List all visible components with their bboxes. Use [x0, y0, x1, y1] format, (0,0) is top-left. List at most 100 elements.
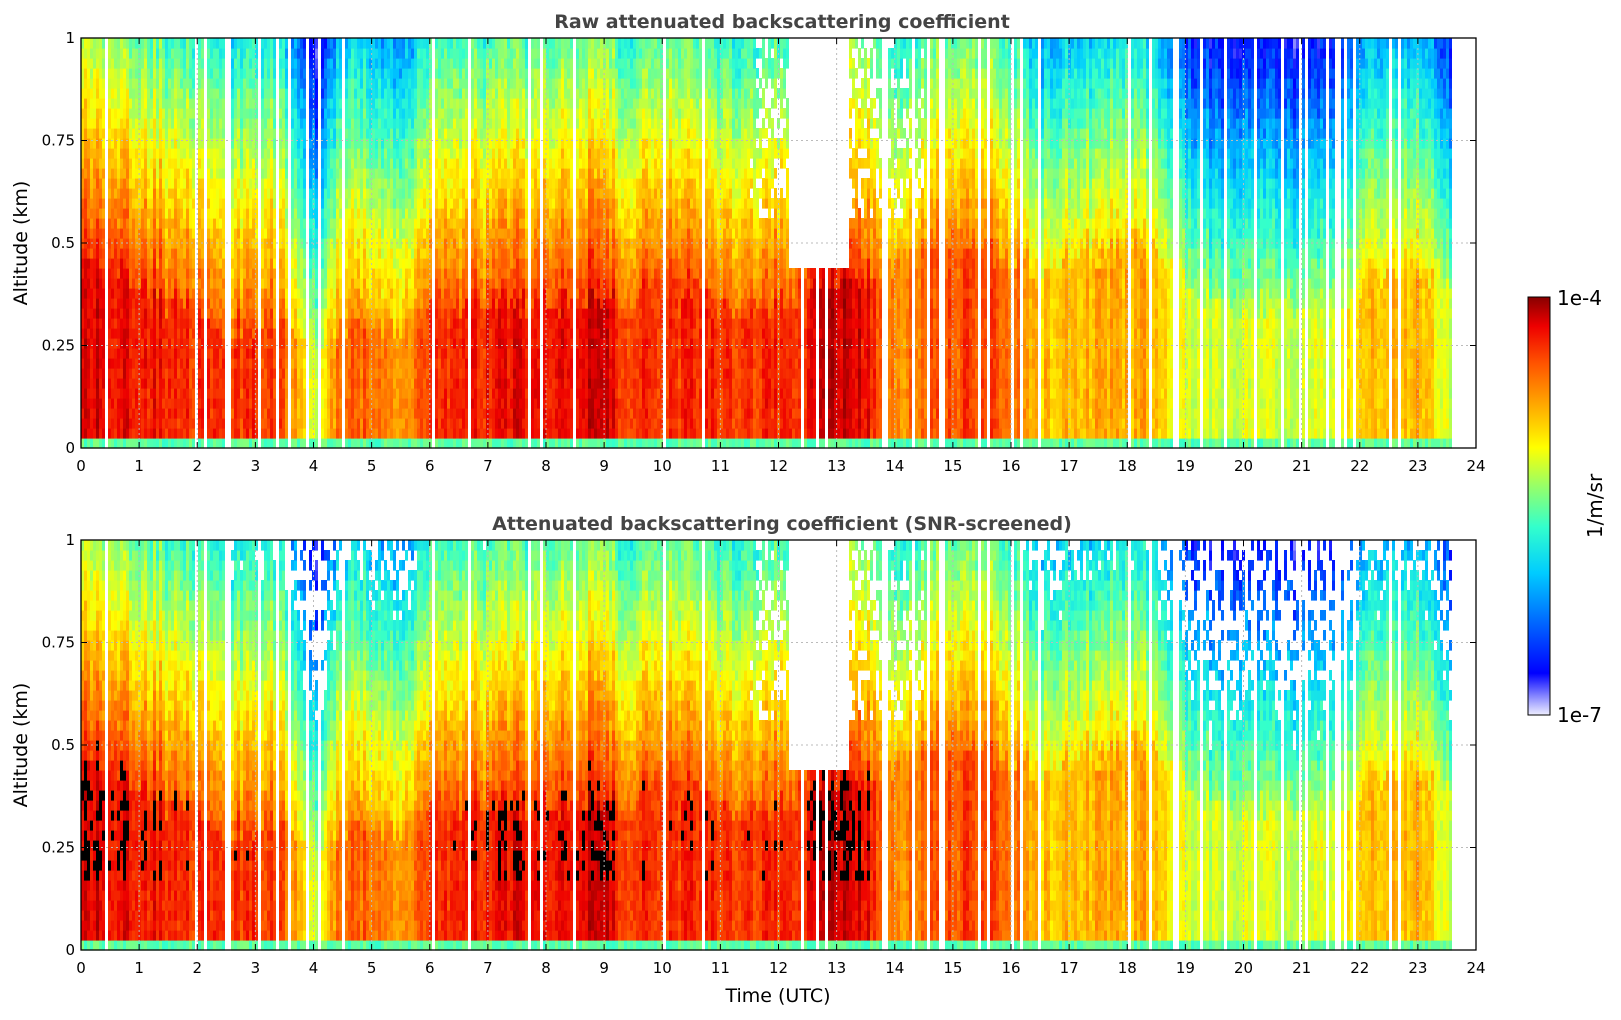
heatmap-cell	[183, 288, 186, 299]
heatmap-cell	[141, 438, 144, 449]
heatmap-cell	[141, 328, 144, 339]
heatmap-cell	[159, 188, 162, 199]
heatmap-cell	[108, 178, 111, 189]
heatmap-cell	[183, 178, 186, 189]
heatmap-cell	[90, 78, 93, 89]
heatmap-cell	[111, 408, 114, 419]
heatmap-cell	[189, 148, 192, 159]
heatmap-cell	[147, 228, 150, 239]
heatmap-cell	[147, 378, 150, 389]
heatmap-cell	[90, 98, 93, 109]
heatmap-cell	[102, 258, 105, 269]
heatmap-cell	[129, 218, 132, 229]
heatmap-cell	[144, 218, 147, 229]
heatmap-cell	[99, 318, 102, 329]
heatmap-cell	[102, 428, 105, 439]
heatmap-cell	[135, 288, 138, 299]
heatmap-cell	[126, 318, 129, 329]
heatmap-cell	[108, 198, 111, 209]
heatmap-cell	[159, 158, 162, 169]
heatmap-cell	[111, 208, 114, 219]
heatmap-cell	[177, 218, 180, 229]
heatmap-cell	[156, 248, 159, 259]
heatmap-cell	[168, 328, 171, 339]
heatmap-cell	[171, 128, 174, 139]
heatmap-cell	[126, 388, 129, 399]
heatmap-cell	[132, 288, 135, 299]
heatmap-cell	[90, 338, 93, 349]
heatmap-cell	[174, 98, 177, 109]
heatmap-cell	[111, 148, 114, 159]
heatmap-cell	[102, 378, 105, 389]
heatmap-cell	[177, 388, 180, 399]
heatmap-cell	[135, 348, 138, 359]
heatmap-cell	[189, 38, 192, 49]
heatmap-cell	[96, 318, 99, 329]
heatmap-cell	[102, 268, 105, 279]
heatmap-cell	[177, 78, 180, 89]
heatmap-cell	[144, 308, 147, 319]
heatmap-cell	[150, 268, 153, 279]
heatmap-cell	[183, 298, 186, 309]
heatmap-cell	[102, 88, 105, 99]
heatmap-cell	[192, 58, 195, 69]
heatmap-cell	[153, 138, 156, 149]
heatmap-cell	[111, 418, 114, 429]
heatmap-cell	[114, 298, 117, 309]
heatmap-cell	[189, 118, 192, 129]
heatmap-cell	[126, 48, 129, 59]
heatmap-cell	[186, 248, 189, 259]
heatmap-cell	[114, 368, 117, 379]
heatmap-cell	[171, 358, 174, 369]
heatmap-cell	[180, 168, 183, 179]
heatmap-cell	[102, 138, 105, 149]
heatmap-cell	[129, 318, 132, 329]
heatmap-cell	[144, 428, 147, 439]
heatmap-cell	[87, 258, 90, 269]
heatmap-cell	[123, 318, 126, 329]
heatmap-cell	[132, 378, 135, 389]
heatmap-cell	[150, 408, 153, 419]
heatmap-cell	[108, 208, 111, 219]
heatmap-cell	[84, 128, 87, 139]
heatmap-cell	[189, 338, 192, 349]
heatmap-cell	[189, 178, 192, 189]
heatmap-cell	[174, 288, 177, 299]
heatmap-cell	[150, 108, 153, 119]
heatmap-cell	[150, 348, 153, 359]
heatmap-cell	[183, 148, 186, 159]
heatmap-cell	[153, 288, 156, 299]
heatmap-cell	[177, 138, 180, 149]
heatmap-cell	[150, 218, 153, 229]
heatmap-cell	[189, 308, 192, 319]
heatmap-cell	[192, 348, 195, 359]
heatmap-cell	[102, 178, 105, 189]
heatmap-cell	[117, 158, 120, 169]
heatmap-cell	[153, 108, 156, 119]
heatmap-cell	[168, 418, 171, 429]
heatmap-cell	[147, 288, 150, 299]
heatmap-cell	[165, 198, 168, 209]
heatmap-cell	[144, 178, 147, 189]
heatmap-cell	[177, 98, 180, 109]
heatmap-cell	[189, 348, 192, 359]
heatmap-cell	[165, 258, 168, 269]
heatmap-cell	[120, 248, 123, 259]
heatmap-cell	[156, 98, 159, 109]
heatmap-cell	[102, 358, 105, 369]
heatmap-cell	[108, 318, 111, 329]
heatmap-cell	[183, 328, 186, 339]
heatmap-cell	[150, 298, 153, 309]
heatmap-cell	[171, 258, 174, 269]
heatmap-cell	[186, 108, 189, 119]
heatmap-cell	[186, 168, 189, 179]
heatmap-cell	[183, 268, 186, 279]
heatmap-cell	[132, 118, 135, 129]
heatmap-cell	[87, 218, 90, 229]
heatmap-cell	[174, 138, 177, 149]
heatmap-cell	[114, 418, 117, 429]
heatmap-cell	[198, 268, 201, 279]
heatmap-cell	[108, 228, 111, 239]
heatmap-cell	[153, 348, 156, 359]
heatmap-cell	[180, 88, 183, 99]
